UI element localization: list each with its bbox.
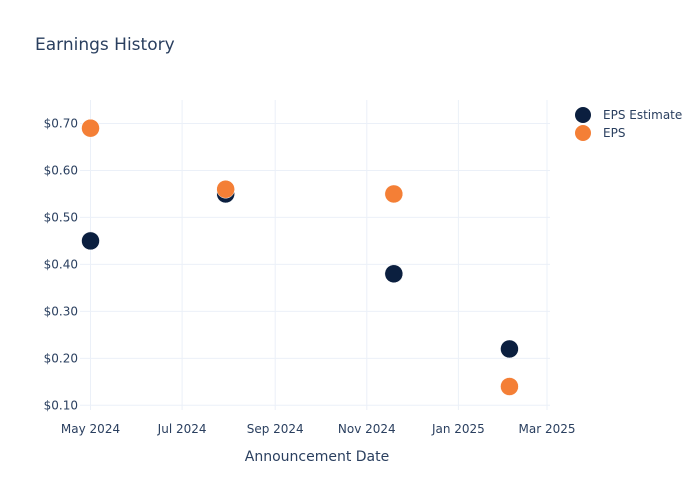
y-tick-label: $0.40 — [44, 257, 78, 271]
x-gridlines — [90, 100, 548, 410]
legend: EPS Estimate EPS — [575, 107, 682, 141]
point-eps-estimate[interactable] — [384, 264, 404, 284]
legend-label-eps: EPS — [603, 126, 625, 140]
point-eps[interactable] — [216, 179, 235, 199]
x-axis-label: Announcement Date — [245, 449, 389, 465]
y-tick-labels: $0.10 $0.20 $0.30 $0.40 $0.50 $0.60 $0.70 — [44, 116, 78, 412]
y-tick-label: $0.60 — [44, 163, 78, 177]
x-tick-label: Jul 2024 — [157, 422, 207, 436]
y-tick-label: $0.10 — [44, 398, 78, 412]
legend-item-eps-estimate[interactable]: EPS Estimate — [575, 107, 682, 123]
point-eps[interactable] — [500, 377, 519, 396]
x-tick-label: Nov 2024 — [338, 422, 396, 436]
y-tick-label: $0.50 — [44, 210, 78, 224]
x-tick-label: Jan 2025 — [431, 422, 485, 436]
point-eps[interactable] — [384, 184, 404, 204]
point-eps-estimate[interactable] — [81, 231, 100, 251]
legend-item-eps[interactable]: EPS — [575, 125, 625, 141]
x-tick-labels: May 2024 Jul 2024 Sep 2024 Nov 2024 Jan 2025… — [61, 422, 576, 436]
chart-title: Earnings History — [35, 35, 175, 55]
point-eps-estimate[interactable] — [500, 339, 519, 359]
data-markers — [81, 118, 519, 396]
plot-area: May 2024 Jul 2024 Sep 2024 Nov 2024 Jan 2025… — [44, 100, 576, 436]
x-tick-label: Sep 2024 — [247, 422, 304, 436]
legend-marker-eps — [575, 125, 591, 141]
x-tick-label: May 2024 — [61, 422, 120, 436]
x-tick-label: Mar 2025 — [518, 422, 575, 436]
y-gridlines — [80, 122, 550, 406]
y-tick-label: $0.20 — [44, 351, 78, 365]
point-eps[interactable] — [81, 118, 100, 138]
y-tick-label: $0.70 — [44, 116, 78, 130]
y-tick-label: $0.30 — [44, 304, 78, 318]
legend-marker-eps-estimate — [575, 107, 591, 123]
legend-label-eps-estimate: EPS Estimate — [603, 108, 682, 122]
